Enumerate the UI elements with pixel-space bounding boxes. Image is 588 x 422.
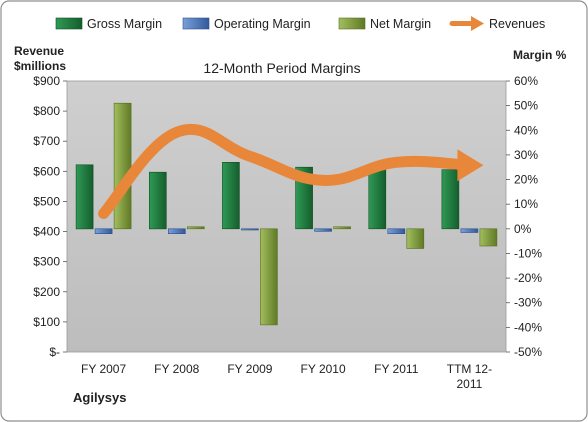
left-tick-label: $100 bbox=[33, 315, 60, 329]
x-axis: FY 2007 FY 2008 FY 2009 FY 2010 FY 2011 TTM 1… bbox=[81, 362, 492, 391]
bar-gross-margin-fy-2009 bbox=[222, 162, 240, 230]
right-tick-label: -40% bbox=[514, 320, 542, 334]
bar-gross-margin-fy-2007 bbox=[75, 164, 94, 230]
right-tick-label: -50% bbox=[514, 345, 542, 359]
x-tick-label-ttm-12-2011: TTM 12-2011 bbox=[447, 362, 492, 391]
bar-net-margin-ttm-12-2011 bbox=[479, 228, 498, 247]
bar-net-margin-fy-2007 bbox=[113, 102, 132, 230]
bar-net-margin-fy-2008 bbox=[187, 226, 205, 230]
company-name: Agilysys bbox=[73, 390, 126, 405]
left-tick-label: $400 bbox=[33, 225, 60, 239]
left-tick-label: $- bbox=[49, 345, 60, 359]
left-tick-label: $700 bbox=[33, 134, 60, 148]
legend-label-gross-margin: Gross Margin bbox=[87, 17, 162, 31]
right-tick-label: -30% bbox=[514, 296, 542, 310]
bar-gross-margin-fy-2011 bbox=[368, 169, 387, 230]
x-tick-label-fy-2011: FY 2011 bbox=[374, 362, 419, 376]
legend-swatch-revenues bbox=[449, 16, 484, 31]
bar-operating-margin-fy-2007 bbox=[94, 228, 113, 235]
left-axis-title-line2: $millions bbox=[14, 59, 66, 73]
left-axis: $- $100 $200 $300 $400 $500 $600 $700 $800 $900 bbox=[33, 74, 67, 359]
left-tick-label: $900 bbox=[33, 74, 60, 88]
x-tick-label-fy-2008: FY 2008 bbox=[154, 362, 199, 376]
right-axis-title: Margin % bbox=[513, 48, 567, 62]
right-tick-label: -20% bbox=[514, 271, 542, 285]
bar-operating-margin-fy-2010 bbox=[314, 228, 332, 232]
right-tick-label: 40% bbox=[514, 123, 538, 137]
left-tick-label: $200 bbox=[33, 285, 60, 299]
chart-title: 12-Month Period Margins bbox=[203, 60, 360, 76]
bar-gross-margin-ttm-12-2011 bbox=[441, 169, 460, 230]
bar-operating-margin-fy-2009 bbox=[241, 228, 259, 231]
left-tick-label: $800 bbox=[33, 104, 60, 118]
right-tick-label: 50% bbox=[514, 99, 538, 113]
x-tick-label-fy-2009: FY 2009 bbox=[227, 362, 272, 376]
right-tick-label: -10% bbox=[514, 246, 542, 260]
right-tick-label: 20% bbox=[514, 173, 538, 187]
bars-layer bbox=[75, 102, 498, 326]
legend-label-net-margin: Net Margin bbox=[370, 17, 431, 31]
right-tick-label: 0% bbox=[514, 222, 532, 236]
x-tick-label-fy-2007: FY 2007 bbox=[81, 362, 126, 376]
left-tick-label: $300 bbox=[33, 255, 60, 269]
revenue-line-arrowhead bbox=[457, 149, 484, 182]
left-axis-title-line1: Revenue bbox=[14, 44, 64, 58]
left-tick-label: $600 bbox=[33, 164, 60, 178]
right-axis: -50% -40% -30% -20% -10% 0% 10% 20% 30% 40% 50% 60% bbox=[506, 74, 542, 359]
right-tick-label: 10% bbox=[514, 197, 538, 211]
bar-net-margin-fy-2010 bbox=[333, 226, 351, 230]
plot-area bbox=[66, 80, 507, 353]
bar-operating-margin-ttm-12-2011 bbox=[460, 228, 479, 233]
x-tick-label-fy-2010: FY 2010 bbox=[301, 362, 346, 376]
revenue-line-layer bbox=[98, 123, 484, 219]
left-tick-label: $500 bbox=[33, 194, 60, 208]
legend-swatch-net-margin bbox=[338, 17, 366, 30]
legend-swatch-gross-margin bbox=[55, 17, 83, 30]
bar-gross-margin-fy-2008 bbox=[149, 171, 167, 230]
bar-net-margin-fy-2009 bbox=[260, 228, 278, 326]
legend-label-operating-margin: Operating Margin bbox=[214, 17, 311, 31]
legend: Gross Margin Operating Margin Net Margin… bbox=[55, 16, 545, 31]
right-tick-label: 60% bbox=[514, 74, 538, 88]
revenue-line bbox=[98, 123, 475, 219]
bar-net-margin-fy-2011 bbox=[406, 228, 425, 249]
right-tick-label: 30% bbox=[514, 148, 538, 162]
legend-swatch-operating-margin bbox=[182, 17, 210, 30]
bar-operating-margin-fy-2008 bbox=[168, 228, 186, 235]
bar-operating-margin-fy-2011 bbox=[387, 228, 406, 235]
legend-label-revenues: Revenues bbox=[489, 17, 545, 31]
